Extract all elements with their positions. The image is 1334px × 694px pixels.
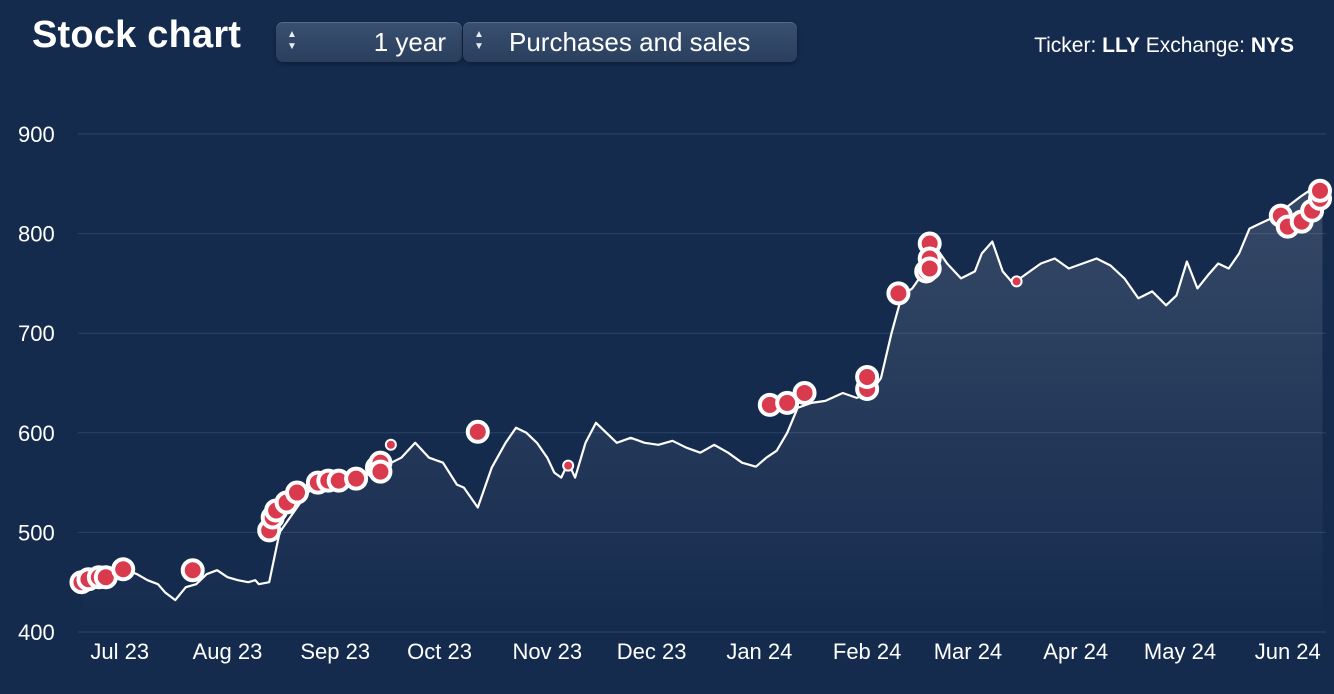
y-tick-label: 400 xyxy=(18,620,55,645)
y-tick-label: 900 xyxy=(18,122,55,147)
x-tick-label: Apr 24 xyxy=(1043,639,1108,664)
x-tick-label: Oct 23 xyxy=(407,639,472,664)
x-tick-label: Mar 24 xyxy=(934,639,1002,664)
x-tick-label: Jul 23 xyxy=(90,639,149,664)
y-tick-label: 700 xyxy=(18,321,55,346)
trade-marker[interactable] xyxy=(855,365,880,390)
exchange-value: NYS xyxy=(1250,34,1294,57)
x-tick-label: May 24 xyxy=(1144,639,1216,664)
trade-marker[interactable] xyxy=(368,459,393,484)
x-tick-label: Dec 23 xyxy=(617,639,687,664)
trade-marker[interactable] xyxy=(180,558,205,583)
ticker-label: Ticker: xyxy=(1034,34,1097,57)
trade-marker[interactable] xyxy=(775,390,800,415)
trade-marker[interactable] xyxy=(344,466,369,491)
mode-select-value: Purchases and sales xyxy=(509,27,751,57)
y-axis-ticks: 400 500 600 700 800 900 xyxy=(18,122,55,645)
x-axis-ticks: Jul 23 Aug 23 Sep 23 Oct 23 Nov 23 Dec 23 Jan … xyxy=(90,639,1320,664)
trade-marker[interactable] xyxy=(562,459,575,472)
trade-marker[interactable] xyxy=(886,281,911,306)
ticker-value: LLY xyxy=(1102,34,1140,57)
trade-marker[interactable] xyxy=(111,557,136,582)
mode-select[interactable]: ▲ ▼ Purchases and sales xyxy=(463,22,797,62)
x-tick-label: Sep 23 xyxy=(300,639,370,664)
trade-marker[interactable] xyxy=(465,419,490,444)
price-line xyxy=(81,187,1323,602)
x-tick-label: Jan 24 xyxy=(726,639,792,664)
x-tick-label: Feb 24 xyxy=(833,639,902,664)
y-tick-label: 600 xyxy=(18,421,55,446)
period-select-value: 1 year xyxy=(373,27,446,57)
x-tick-label: Nov 23 xyxy=(512,639,582,664)
y-tick-label: 800 xyxy=(18,222,55,247)
exchange-label: Exchange: xyxy=(1145,34,1245,57)
x-tick-label: Jun 24 xyxy=(1255,639,1321,664)
up-down-arrows-icon: ▲ ▼ xyxy=(474,29,484,52)
trade-marker[interactable] xyxy=(792,380,817,405)
up-down-arrows-icon: ▲ ▼ xyxy=(287,29,297,52)
y-tick-label: 500 xyxy=(18,520,55,545)
trade-marker[interactable] xyxy=(1010,275,1023,288)
period-select[interactable]: ▲ ▼ 1 year xyxy=(276,22,462,62)
trade-marker[interactable] xyxy=(384,438,397,451)
x-tick-label: Aug 23 xyxy=(193,639,263,664)
trade-markers xyxy=(69,178,1332,595)
trade-marker[interactable] xyxy=(917,256,942,281)
trade-marker[interactable] xyxy=(285,480,310,505)
ticker-info: Ticker: LLY Exchange: NYS xyxy=(1034,34,1294,58)
page-title: Stock chart xyxy=(32,14,242,56)
price-area xyxy=(81,188,1323,633)
trade-marker[interactable] xyxy=(1308,178,1332,203)
